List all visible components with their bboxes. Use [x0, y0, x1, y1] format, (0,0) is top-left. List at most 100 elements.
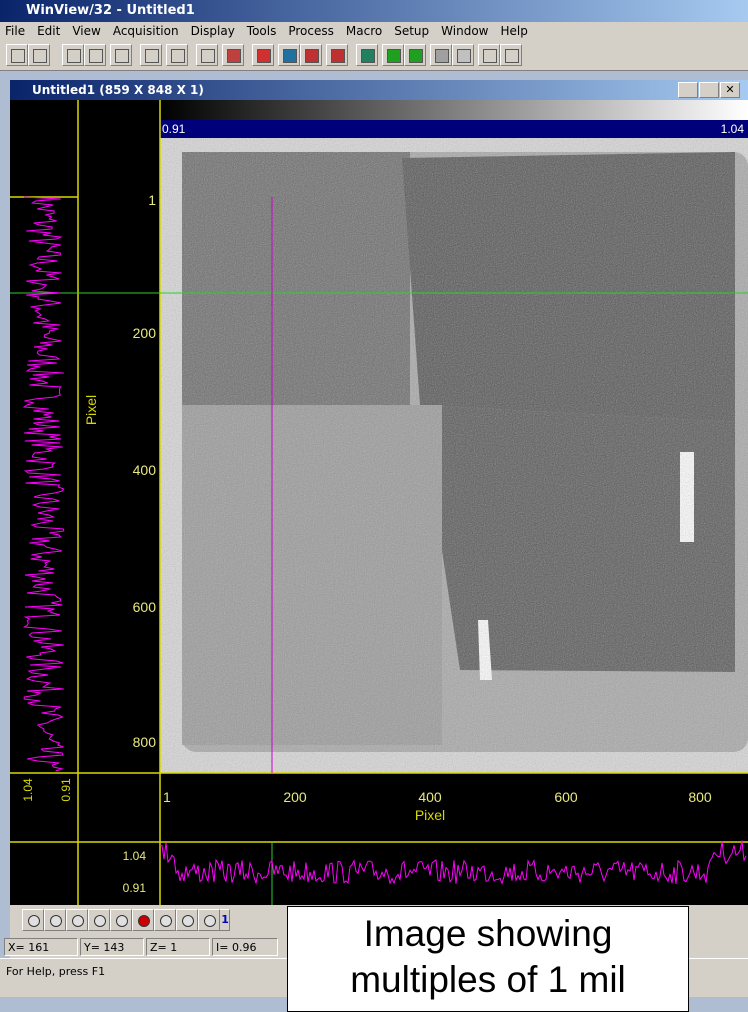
- toolbar-button[interactable]: [478, 44, 500, 66]
- icon: [283, 49, 297, 63]
- icon: [160, 915, 172, 927]
- icon: [305, 49, 319, 63]
- x-tick-label: 600: [554, 789, 578, 805]
- window-title: WinView/32 - Untitled1: [0, 0, 748, 22]
- zoom-button[interactable]: [198, 909, 220, 931]
- icon: [361, 49, 375, 63]
- icon: [201, 49, 215, 63]
- icon: [409, 49, 423, 63]
- zoom-button[interactable]: [44, 909, 66, 931]
- toolbar-button[interactable]: [430, 44, 452, 66]
- toolbar-button[interactable]: [356, 44, 378, 66]
- maximize[interactable]: [699, 82, 719, 98]
- icon: [483, 49, 497, 63]
- icon: [204, 915, 216, 927]
- minimize[interactable]: [678, 82, 698, 98]
- menu-item[interactable]: Window: [441, 24, 488, 38]
- sample-image: [160, 138, 748, 773]
- cursor-y: Y= 143: [80, 938, 144, 956]
- screen: WinView/32 - Untitled1 File Edit View Acqui…: [0, 0, 748, 996]
- toolbar-button[interactable]: [452, 44, 474, 66]
- menu-item[interactable]: Edit: [37, 24, 60, 38]
- toolbar-button[interactable]: [326, 44, 348, 66]
- row-profile-max: 1.04: [21, 778, 35, 802]
- toolbar-button[interactable]: [404, 44, 426, 66]
- icon: [116, 915, 128, 927]
- cursor-x: X= 161: [4, 938, 78, 956]
- icon: [72, 915, 84, 927]
- document-title: Untitled1 (859 X 848 X 1): [10, 80, 748, 100]
- y-tick-label: 800: [133, 734, 157, 750]
- toolbar-button[interactable]: [382, 44, 404, 66]
- icon: [67, 49, 81, 63]
- caption-box: Image showing multiples of 1 mil: [287, 906, 689, 1012]
- menu-item[interactable]: Macro: [346, 24, 382, 38]
- icon: [138, 915, 150, 927]
- icon: [387, 49, 401, 63]
- toolbar-button[interactable]: [278, 44, 300, 66]
- toolbar-button[interactable]: [300, 44, 322, 66]
- icon: [28, 915, 40, 927]
- x-tick-label: 200: [283, 789, 307, 805]
- cursor-intensity: I= 0.96: [212, 938, 278, 956]
- y-tick-label: 400: [133, 462, 157, 478]
- icon: [33, 49, 47, 63]
- zoom-button[interactable]: [22, 909, 44, 931]
- menu-item[interactable]: File: [5, 24, 25, 38]
- colorbar-min: 0.91: [162, 122, 186, 136]
- toolbar-button[interactable]: [62, 44, 84, 66]
- zoom-button[interactable]: [66, 909, 88, 931]
- menu-item[interactable]: Process: [288, 24, 334, 38]
- menu-item[interactable]: Setup: [394, 24, 429, 38]
- icon: [50, 915, 62, 927]
- toolbar-button[interactable]: [6, 44, 28, 66]
- icon: [505, 49, 519, 63]
- y-tick-label: 200: [133, 325, 157, 341]
- column-profile-min: 0.91: [123, 881, 147, 895]
- zoom-button[interactable]: [88, 909, 110, 931]
- zoom-button[interactable]: [132, 909, 154, 931]
- zoom-button[interactable]: [176, 909, 198, 931]
- x-tick-label: 1: [163, 789, 171, 805]
- close[interactable]: ✕: [720, 82, 740, 98]
- menu-item[interactable]: Display: [191, 24, 235, 38]
- icon: [171, 49, 185, 63]
- toolbar-button[interactable]: [84, 44, 106, 66]
- menu-item[interactable]: Tools: [247, 24, 277, 38]
- y-tick-label: 600: [133, 599, 157, 615]
- toolbar-button[interactable]: [222, 44, 244, 66]
- zoom-button[interactable]: [154, 909, 176, 931]
- x-tick-label: 400: [418, 789, 442, 805]
- caption-line: multiples of 1 mil: [288, 957, 688, 1003]
- icon: [457, 49, 471, 63]
- cursor-z: Z= 1: [146, 938, 210, 956]
- icon: [11, 49, 25, 63]
- toolbar-button[interactable]: [110, 44, 132, 66]
- icon: [227, 49, 241, 63]
- icon: [182, 915, 194, 927]
- toolbar-button[interactable]: [196, 44, 218, 66]
- toolbar-button[interactable]: [28, 44, 50, 66]
- toolbar-button[interactable]: [252, 44, 274, 66]
- icon: [145, 49, 159, 63]
- caption-line: Image showing: [288, 911, 688, 957]
- column-profile-max: 1.04: [123, 849, 147, 863]
- image-view: 0.91 1.04 Pixel Pixel 1.04 0.91 1.04 0.9…: [10, 100, 748, 905]
- icon: [115, 49, 129, 63]
- row-profile-min: 0.91: [59, 778, 73, 802]
- menu-item[interactable]: Help: [500, 24, 527, 38]
- window-buttons: ✕: [678, 82, 742, 98]
- icon: [257, 49, 271, 63]
- x-axis-label: Pixel: [415, 807, 445, 823]
- x-tick-label: 800: [688, 789, 712, 805]
- zoom-button[interactable]: [110, 909, 132, 931]
- colorbar-max: 1.04: [721, 122, 745, 136]
- toolbar-button[interactable]: [166, 44, 188, 66]
- menu-item[interactable]: Acquisition: [113, 24, 179, 38]
- toolbar: [0, 40, 748, 71]
- toolbar-button[interactable]: [500, 44, 522, 66]
- toolbar-button[interactable]: [140, 44, 162, 66]
- menu-bar: File Edit View Acquisition Display Tools Proce…: [0, 22, 748, 40]
- icon: [435, 49, 449, 63]
- menu-item[interactable]: View: [72, 24, 100, 38]
